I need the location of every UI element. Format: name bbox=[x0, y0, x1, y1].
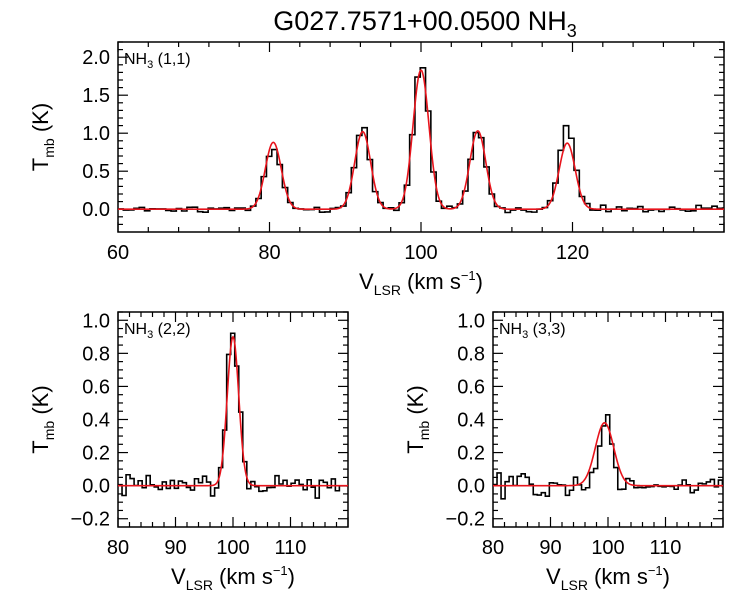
y-tick-label: 0.0 bbox=[457, 476, 485, 498]
panel-nh3-11: 60 80 100 120 0.0 0.5 1.0 1.5 2.0 VLSR (km s−1) Tm… bbox=[28, 41, 725, 298]
y-axis-label: Tmb (K) bbox=[28, 385, 57, 453]
x-tick-label: 80 bbox=[258, 242, 280, 264]
y-tick-label: 2.0 bbox=[82, 47, 110, 69]
model-fit-line bbox=[118, 335, 348, 487]
plot-frame bbox=[492, 311, 724, 528]
y-axis-label: Tmb (K) bbox=[403, 385, 432, 453]
observed-spectrum-line bbox=[118, 67, 724, 214]
y-tick-label: 0.2 bbox=[82, 443, 110, 465]
model-fit-line bbox=[493, 421, 723, 487]
y-tick-label: 0.0 bbox=[82, 476, 110, 498]
y-tick-label: 1.0 bbox=[457, 310, 485, 332]
panel-nh3-22: 80 90 100 110 −0.2 0.0 0.2 0.4 0.6 0.8 1.0 VLSR (km… bbox=[28, 310, 349, 593]
x-tick-label: 100 bbox=[404, 242, 437, 264]
model-fit-line bbox=[118, 69, 724, 210]
y-tick-label: 0.5 bbox=[82, 161, 110, 183]
y-axis-label: Tmb (K) bbox=[28, 103, 57, 171]
x-axis-label: VLSR (km s−1) bbox=[546, 563, 670, 593]
x-tick-label: 80 bbox=[107, 537, 129, 559]
x-axis-label: VLSR (km s−1) bbox=[359, 268, 483, 298]
y-tick-label: 0.4 bbox=[82, 410, 110, 432]
panel-nh3-33: 80 90 100 110 −0.2 0.0 0.2 0.4 0.6 0.8 1.0 VLSR (km… bbox=[403, 310, 724, 593]
y-tick-label: 0.6 bbox=[457, 376, 485, 398]
y-tick-label: 0.8 bbox=[457, 343, 485, 365]
panel-label: NH3 (2,2) bbox=[124, 321, 191, 341]
y-tick-label: −0.2 bbox=[446, 509, 485, 531]
y-tick-label: 1.0 bbox=[82, 310, 110, 332]
x-tick-label: 80 bbox=[482, 537, 504, 559]
y-tick-label: 0.4 bbox=[457, 410, 485, 432]
y-tick-label: 0.8 bbox=[82, 343, 110, 365]
y-tick-label: 1.0 bbox=[82, 123, 110, 145]
x-tick-label: 100 bbox=[216, 537, 249, 559]
y-tick-label: 1.5 bbox=[82, 85, 110, 107]
x-tick-label: 90 bbox=[164, 537, 186, 559]
panel-label: NH3 (3,3) bbox=[499, 321, 566, 341]
y-tick-label: −0.2 bbox=[71, 509, 110, 531]
x-tick-label: 110 bbox=[275, 537, 307, 559]
observed-spectrum-line bbox=[118, 332, 348, 499]
plot-frame bbox=[117, 311, 349, 528]
y-tick-label: 0.0 bbox=[82, 199, 110, 221]
y-tick-label: 0.2 bbox=[457, 443, 485, 465]
y-tick-label: 0.6 bbox=[82, 376, 110, 398]
x-tick-label: 110 bbox=[650, 537, 682, 559]
x-axis-label: VLSR (km s−1) bbox=[171, 563, 295, 593]
figure-title: G027.7571+00.0500 NH3 bbox=[273, 6, 577, 41]
x-tick-label: 90 bbox=[539, 537, 561, 559]
x-tick-label: 100 bbox=[591, 537, 624, 559]
x-tick-label: 60 bbox=[107, 242, 129, 264]
x-tick-label: 120 bbox=[556, 242, 589, 264]
panel-label: NH3 (1,1) bbox=[124, 51, 191, 71]
